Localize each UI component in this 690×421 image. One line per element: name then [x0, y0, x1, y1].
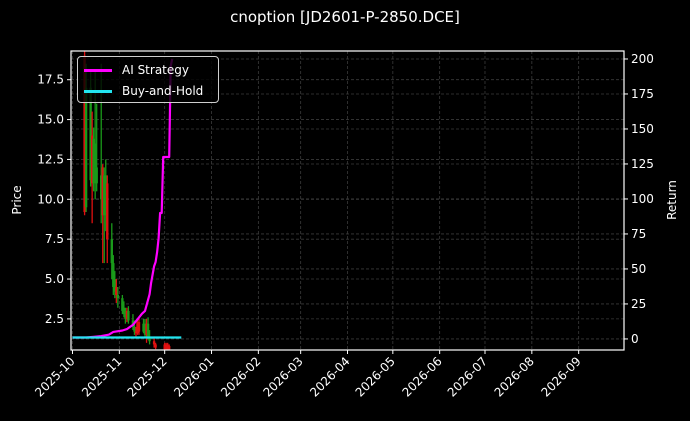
y2-tick-label: 100 — [631, 192, 654, 206]
y2-tick-label: 125 — [631, 157, 654, 171]
y2-axis-label: Return — [665, 180, 679, 220]
y-axis-label: Price — [10, 185, 24, 214]
x-tick-label: 2026-04 — [307, 354, 352, 399]
y-tick-label: 17.5 — [37, 73, 64, 87]
ai-strategy-swatch-icon — [84, 68, 112, 72]
legend-item-ai-strategy[interactable]: AI Strategy — [84, 61, 189, 79]
x-tick-label: 2025-12 — [124, 354, 169, 399]
y2-tick-label: 200 — [631, 52, 654, 66]
y2-tick-label: 75 — [631, 227, 646, 241]
y2-tick-label: 150 — [631, 122, 654, 136]
y-tick-label: 10.0 — [37, 192, 64, 206]
x-tick-label: 2026-01 — [171, 354, 216, 399]
y-tick-label: 15.0 — [37, 113, 64, 127]
y2-tick-label: 25 — [631, 297, 646, 311]
legend-label: Buy-and-Hold — [122, 84, 204, 98]
x-tick-label: 2026-02 — [218, 354, 263, 399]
legend-item-buy-and-hold[interactable]: Buy-and-Hold — [84, 82, 203, 100]
ai-strategy-line — [72, 58, 174, 339]
y-tick-label: 5.0 — [45, 272, 64, 286]
x-tick-label: 2026-05 — [353, 354, 398, 399]
legend-label: AI Strategy — [122, 63, 189, 77]
axes: 2025-10 2025-11 2025-12 2026-01 2026-022026-… — [32, 52, 654, 400]
chart-title: cnoption [JD2601-P-2850.DCE] — [230, 8, 460, 26]
x-tick-label: 2026-06 — [399, 354, 444, 399]
y-tick-label: 2.5 — [45, 312, 64, 326]
y2-tick-label: 175 — [631, 87, 654, 101]
x-tick-label: 2026-07 — [445, 354, 490, 399]
legend: AI Strategy Buy-and-Hold — [77, 56, 219, 103]
x-tick-label: 2026-09 — [538, 354, 583, 399]
x-tick-label: 2026-03 — [260, 354, 305, 399]
y-tick-label: 12.5 — [37, 152, 64, 166]
y-tick-label: 7.5 — [45, 232, 64, 246]
y2-tick-label: 0 — [631, 332, 639, 346]
x-tick-label: 2026-08 — [492, 354, 537, 399]
buy-and-hold-swatch-icon — [84, 89, 112, 93]
return-lines — [72, 58, 182, 339]
x-tick-label: 2025-11 — [79, 354, 124, 399]
x-tick-label: 2025-10 — [32, 354, 77, 399]
y2-tick-label: 50 — [631, 262, 646, 276]
